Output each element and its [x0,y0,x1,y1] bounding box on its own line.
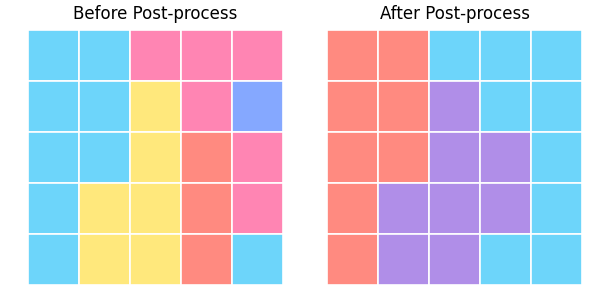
Bar [327,234,378,285]
Bar [232,132,283,183]
Bar [79,234,130,285]
Bar [27,234,79,285]
Bar [232,30,283,81]
Bar [480,81,531,132]
Bar [181,234,232,285]
Title: Before Post-process: Before Post-process [73,5,237,22]
Bar [378,81,429,132]
Bar [429,30,480,81]
Bar [232,81,283,132]
Bar [429,234,480,285]
Bar [130,30,181,81]
Bar [327,81,378,132]
Bar [27,30,79,81]
Bar [531,81,583,132]
Bar [327,132,378,183]
Bar [429,81,480,132]
Bar [429,132,480,183]
Bar [480,234,531,285]
Bar [79,30,130,81]
Bar [130,183,181,234]
Bar [327,183,378,234]
Bar [531,234,583,285]
Bar [130,132,181,183]
Bar [429,183,480,234]
Bar [130,81,181,132]
Bar [480,183,531,234]
Bar [480,132,531,183]
Bar [531,183,583,234]
Bar [232,183,283,234]
Bar [378,183,429,234]
Title: After Post-process: After Post-process [379,5,529,22]
Bar [130,234,181,285]
Bar [27,183,79,234]
Bar [79,132,130,183]
Bar [79,81,130,132]
Bar [79,183,130,234]
Bar [181,132,232,183]
Bar [27,81,79,132]
Bar [27,132,79,183]
Bar [531,30,583,81]
Bar [378,132,429,183]
Bar [378,30,429,81]
Bar [232,234,283,285]
Bar [480,30,531,81]
Bar [378,234,429,285]
Bar [327,30,378,81]
Bar [181,81,232,132]
Bar [531,132,583,183]
Bar [181,183,232,234]
Bar [181,30,232,81]
